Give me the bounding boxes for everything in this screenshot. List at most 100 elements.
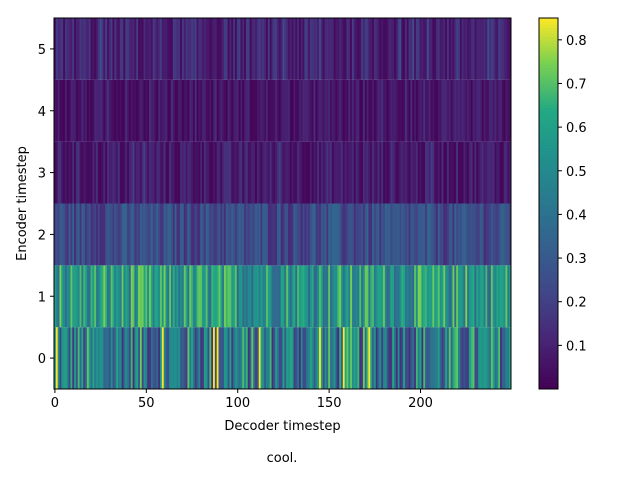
heatmap-cell — [386, 141, 389, 204]
heatmap-cell — [320, 203, 324, 266]
heatmap-cell — [141, 327, 144, 389]
heatmap-cell — [390, 18, 393, 80]
heatmap-cell — [200, 327, 203, 389]
heatmap-cell — [359, 327, 362, 389]
heatmap-cell — [311, 18, 314, 80]
heatmap-cell — [116, 265, 119, 328]
heatmap-cell — [461, 265, 464, 328]
heatmap-cell — [99, 327, 102, 389]
heatmap-cell — [150, 265, 154, 328]
heatmap-cell — [373, 265, 377, 328]
heatmap-cell — [481, 79, 484, 142]
heatmap-cell — [280, 327, 283, 389]
heatmap-cell — [448, 18, 452, 80]
heatmap-cell — [465, 203, 468, 266]
heatmap-cell — [375, 141, 378, 204]
heatmap-cell — [412, 327, 415, 389]
heatmap-cell — [121, 327, 124, 389]
heatmap-cell — [320, 327, 324, 389]
heatmap-cell — [256, 203, 260, 266]
colorbar-segment — [539, 33, 558, 38]
heatmap-cell — [218, 265, 221, 328]
colorbar-segment — [539, 320, 558, 325]
heatmap-cell — [459, 203, 463, 266]
heatmap-cell — [269, 79, 272, 142]
heatmap-cell — [165, 327, 168, 389]
heatmap-cell — [205, 141, 208, 204]
heatmap-cell — [410, 141, 413, 204]
colorbar-segment — [539, 243, 558, 248]
heatmap-cell — [83, 327, 86, 389]
heatmap-cell — [185, 18, 188, 80]
heatmap-cell — [154, 18, 157, 80]
heatmap-cell — [280, 18, 283, 80]
heatmap-cell — [196, 18, 199, 80]
heatmap-cell — [240, 79, 243, 142]
heatmap-cell — [280, 265, 283, 328]
heatmap-cell — [456, 79, 459, 142]
heatmap-cell — [496, 141, 499, 204]
heatmap-cell — [127, 203, 130, 266]
heatmap-cell — [117, 327, 121, 389]
heatmap-cell — [176, 203, 179, 266]
heatmap-cell — [406, 265, 410, 328]
heatmap-cell — [289, 203, 293, 266]
heatmap-cell — [313, 327, 316, 389]
heatmap-cell — [448, 327, 452, 389]
heatmap-cell — [119, 141, 123, 204]
heatmap-cell — [185, 79, 188, 142]
heatmap-cell — [439, 203, 442, 266]
heatmap-cell — [233, 203, 236, 266]
heatmap-cell — [350, 327, 353, 389]
heatmap-cell — [59, 327, 62, 389]
heatmap-cell — [478, 18, 481, 80]
heatmap-cell — [335, 327, 338, 389]
heatmap-cell — [119, 203, 123, 266]
heatmap-cell — [99, 18, 102, 80]
heatmap-cell — [181, 141, 185, 204]
heatmap-cell — [414, 79, 417, 142]
heatmap-cell — [101, 141, 104, 204]
heatmap-cell — [152, 79, 155, 142]
heatmap-cell — [156, 327, 159, 389]
heatmap-cell — [463, 327, 466, 389]
heatmap-cell — [101, 265, 104, 328]
heatmap-cell — [326, 203, 329, 266]
heatmap-cell — [214, 327, 218, 389]
heatmap-cell — [419, 327, 422, 389]
heatmap-cell — [160, 203, 163, 266]
heatmap-cell — [419, 18, 422, 80]
heatmap-cell — [258, 18, 261, 80]
heatmap-cell — [264, 79, 267, 142]
heatmap-cell — [401, 18, 404, 80]
heatmap-cell — [399, 79, 402, 142]
heatmap-cell — [216, 327, 219, 389]
heatmap-cell — [481, 265, 484, 328]
heatmap-cell — [335, 18, 338, 80]
colorbar-tick-label: 0.5 — [566, 165, 587, 180]
heatmap-cell — [262, 265, 265, 328]
heatmap-cell — [267, 203, 271, 266]
heatmap-cell — [79, 203, 82, 266]
heatmap-cell — [249, 79, 252, 142]
heatmap-cell — [439, 327, 442, 389]
heatmap-cell — [454, 203, 457, 266]
heatmap-cell — [306, 327, 309, 389]
colorbar-segment — [539, 55, 558, 59]
heatmap-cell — [337, 203, 340, 266]
heatmap-cell — [86, 327, 90, 389]
heatmap-cell — [507, 141, 510, 204]
heatmap-cell — [267, 18, 271, 80]
heatmap-cell — [169, 327, 172, 389]
heatmap-cell — [55, 327, 59, 389]
heatmap-cell — [180, 18, 183, 80]
heatmap-cell — [136, 18, 139, 80]
heatmap-cell — [468, 327, 472, 389]
heatmap-cell — [256, 265, 260, 328]
heatmap-cell — [461, 327, 464, 389]
colorbar-segment — [539, 82, 558, 87]
heatmap-cell — [229, 18, 232, 80]
colorbar-segment — [539, 169, 558, 174]
heatmap-cell — [185, 327, 188, 389]
heatmap-cell — [134, 327, 137, 389]
